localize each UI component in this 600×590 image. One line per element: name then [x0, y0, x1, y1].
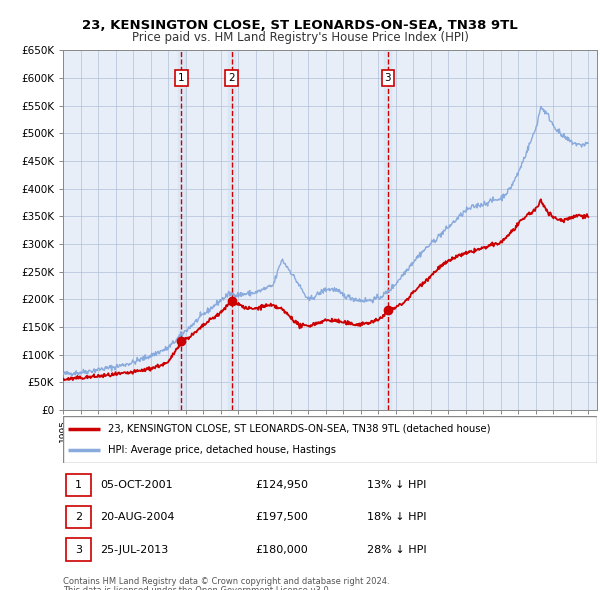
Bar — [385, 50, 391, 410]
Text: This data is licensed under the Open Government Licence v3.0.: This data is licensed under the Open Gov… — [63, 586, 331, 590]
Bar — [65, 506, 91, 529]
Text: 23, KENSINGTON CLOSE, ST LEONARDS-ON-SEA, TN38 9TL (detached house): 23, KENSINGTON CLOSE, ST LEONARDS-ON-SEA… — [109, 424, 491, 434]
Text: 1: 1 — [178, 73, 185, 83]
Bar — [65, 539, 91, 560]
Text: 18% ↓ HPI: 18% ↓ HPI — [367, 513, 427, 522]
Text: 3: 3 — [75, 545, 82, 555]
Bar — [178, 50, 185, 410]
Text: 28% ↓ HPI: 28% ↓ HPI — [367, 545, 427, 555]
Text: 25-JUL-2013: 25-JUL-2013 — [100, 545, 169, 555]
Bar — [65, 474, 91, 496]
Text: 23, KENSINGTON CLOSE, ST LEONARDS-ON-SEA, TN38 9TL: 23, KENSINGTON CLOSE, ST LEONARDS-ON-SEA… — [82, 19, 518, 32]
Text: 1: 1 — [75, 480, 82, 490]
Text: HPI: Average price, detached house, Hastings: HPI: Average price, detached house, Hast… — [109, 445, 337, 455]
Text: 3: 3 — [385, 73, 391, 83]
Text: 05-OCT-2001: 05-OCT-2001 — [100, 480, 173, 490]
Bar — [228, 50, 235, 410]
Text: £197,500: £197,500 — [255, 513, 308, 522]
Text: 20-AUG-2004: 20-AUG-2004 — [100, 513, 175, 522]
Text: 2: 2 — [75, 513, 82, 522]
Text: £124,950: £124,950 — [255, 480, 308, 490]
Text: 13% ↓ HPI: 13% ↓ HPI — [367, 480, 427, 490]
Text: Contains HM Land Registry data © Crown copyright and database right 2024.: Contains HM Land Registry data © Crown c… — [63, 577, 389, 586]
Text: 2: 2 — [229, 73, 235, 83]
Text: £180,000: £180,000 — [255, 545, 308, 555]
Text: Price paid vs. HM Land Registry's House Price Index (HPI): Price paid vs. HM Land Registry's House … — [131, 31, 469, 44]
